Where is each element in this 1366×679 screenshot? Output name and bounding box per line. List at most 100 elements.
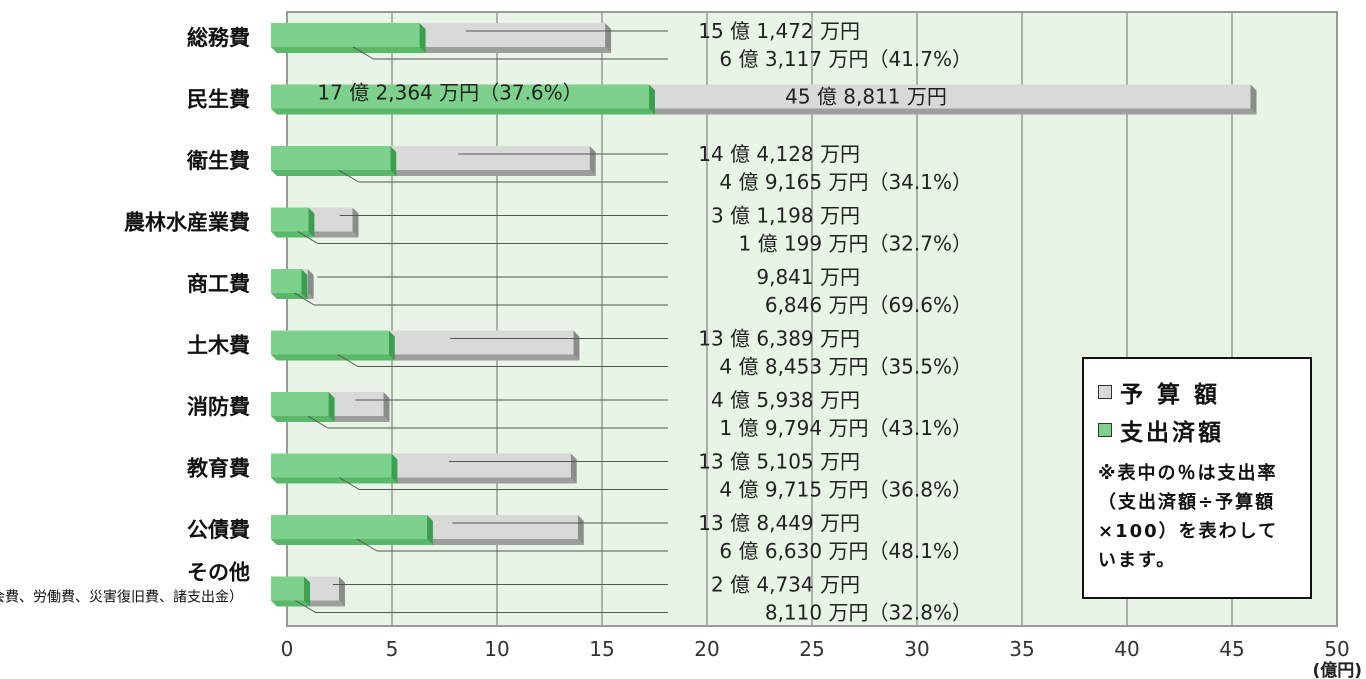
category-label: 教育費 xyxy=(187,457,250,481)
legend-swatch-budget xyxy=(1098,385,1112,399)
spent-leader-line xyxy=(337,354,359,367)
spent-bar xyxy=(271,576,311,607)
spent-bar-bottom xyxy=(271,47,426,53)
legend-label-budget: 予 算 額 xyxy=(1120,382,1221,408)
spent-bar xyxy=(271,146,397,176)
spent-value-label: 1 億 9,794 万円（43.1%） xyxy=(719,416,972,440)
spent-bar-bottom xyxy=(271,600,311,607)
spent-bar-side xyxy=(328,392,335,422)
spent-bar-side xyxy=(308,207,315,238)
spent-bar-bottom xyxy=(271,170,397,176)
spent-bar-side xyxy=(390,146,397,176)
x-tick-label: 20 xyxy=(694,637,719,661)
spent-bar xyxy=(271,23,426,53)
budget-bar-side xyxy=(1250,84,1257,115)
spent-bar xyxy=(271,515,433,545)
spent-leader-line xyxy=(295,600,316,613)
spent-bar-bottom xyxy=(271,354,395,361)
spent-value-label: 6,846 万円（69.6%） xyxy=(765,293,972,317)
x-tick-label: 35 xyxy=(1009,637,1034,661)
spent-bar-side xyxy=(419,23,426,53)
legend: 予 算 額 支出済額 ※表中の％は支出率（支出済額÷予算額×100）を表わしてい… xyxy=(1082,357,1312,599)
spent-bar-face xyxy=(271,392,329,416)
category-label: 民生費 xyxy=(187,88,250,112)
budget-value-label: 4 億 5,938 万円 xyxy=(711,388,860,412)
legend-swatch-spent xyxy=(1098,423,1112,437)
spent-bar-face xyxy=(271,84,649,109)
budget-value-label: 2 億 4,734 万円 xyxy=(711,573,860,597)
spent-bar-face xyxy=(271,576,305,601)
spent-value-label: 6 億 3,117 万円（41.7%） xyxy=(719,47,972,71)
spent-bar-side xyxy=(301,269,308,299)
spent-bar-side xyxy=(388,330,395,361)
category-label: 消防費 xyxy=(187,395,250,419)
spent-value-label: 17 億 2,364 万円（37.6%） xyxy=(317,81,582,105)
spent-bar-face xyxy=(271,146,391,170)
spent-bar-bottom xyxy=(271,231,315,238)
category-sublabel: （議会費、労働費、災害復旧費、諸支出金） xyxy=(0,589,243,606)
category-label: 商工費 xyxy=(187,272,250,296)
x-tick-label: 0 xyxy=(281,637,294,661)
category-label: その他 xyxy=(187,561,250,585)
x-tick-label: 15 xyxy=(589,637,614,661)
spent-bar-face xyxy=(271,23,420,47)
budget-value-label: 3 億 1,198 万円 xyxy=(711,204,860,228)
budget-value-label: 45 億 8,811 万円 xyxy=(785,85,947,109)
spent-leader-line xyxy=(338,169,359,183)
spent-leader-line xyxy=(297,231,318,244)
spent-bar-bottom xyxy=(271,293,308,299)
spent-bar xyxy=(271,207,315,238)
spent-bar-face xyxy=(271,453,392,478)
budget-value-label: 14 億 4,128 万円 xyxy=(698,142,860,166)
category-label: 公債費 xyxy=(187,518,250,542)
spent-value-label: 4 億 9,715 万円（36.8%） xyxy=(719,478,972,502)
spent-leader-line xyxy=(338,477,360,490)
spent-leader-line xyxy=(307,415,329,429)
category-label: 衛生費 xyxy=(186,149,250,173)
x-tick-label: 25 xyxy=(799,637,824,661)
x-tick-label: 30 xyxy=(904,637,929,661)
budget-bar-side xyxy=(307,269,314,299)
spent-bar xyxy=(271,84,655,115)
spent-bar xyxy=(271,269,308,299)
legend-item-spent: 支出済額 xyxy=(1098,411,1298,449)
spent-value-label: 8,110 万円（32.8%） xyxy=(765,601,972,625)
category-label: 農林水産業費 xyxy=(124,211,250,235)
spent-bar-side xyxy=(304,576,311,607)
spent-value-label: 6 億 6,630 万円（48.1%） xyxy=(719,539,972,563)
spent-value-label: 4 億 9,165 万円（34.1%） xyxy=(719,170,972,194)
category-label: 総務費 xyxy=(187,26,250,50)
spent-bar-bottom xyxy=(271,416,335,422)
spent-leader-line xyxy=(293,292,315,306)
leader-lines xyxy=(293,30,668,613)
budget-value-label: 9,841 万円 xyxy=(756,265,860,289)
value-labels: 15 億 1,472 万円 6 億 3,117 万円（41.7%） 45 億 8,8… xyxy=(317,19,972,625)
budget-value-label: 13 億 6,389 万円 xyxy=(698,327,860,351)
bars xyxy=(271,23,1257,607)
legend-note: ※表中の％は支出率（支出済額÷予算額×100）を表わしています。 xyxy=(1098,463,1279,571)
x-axis-unit-label: (億円) xyxy=(1312,660,1362,679)
spent-bar-bottom xyxy=(271,539,433,545)
spent-bar-side xyxy=(648,84,655,115)
budget-value-label: 15 億 1,472 万円 xyxy=(698,19,860,43)
legend-item-budget: 予 算 額 xyxy=(1098,373,1298,411)
x-axis-ticks: 0 5 10 15 20 25 30 35 40 45 50 xyxy=(281,637,1350,661)
spent-bar xyxy=(271,330,395,361)
spent-bar-face xyxy=(271,269,302,293)
spent-bar xyxy=(271,453,398,484)
x-tick-label: 50 xyxy=(1324,637,1349,661)
budget-value-label: 13 億 8,449 万円 xyxy=(698,511,860,535)
spent-bar-face xyxy=(271,515,427,539)
x-tick-label: 10 xyxy=(484,637,509,661)
x-tick-label: 45 xyxy=(1219,637,1244,661)
spent-value-label: 1 億 199 万円（32.7%） xyxy=(738,232,972,256)
x-tick-label: 5 xyxy=(386,637,399,661)
legend-label-spent: 支出済額 xyxy=(1120,420,1224,446)
x-tick-label: 40 xyxy=(1114,637,1139,661)
spent-bar-side xyxy=(426,515,433,545)
spent-bar xyxy=(271,392,335,422)
category-label: 土木費 xyxy=(187,334,250,358)
spent-leader-line xyxy=(356,538,378,552)
